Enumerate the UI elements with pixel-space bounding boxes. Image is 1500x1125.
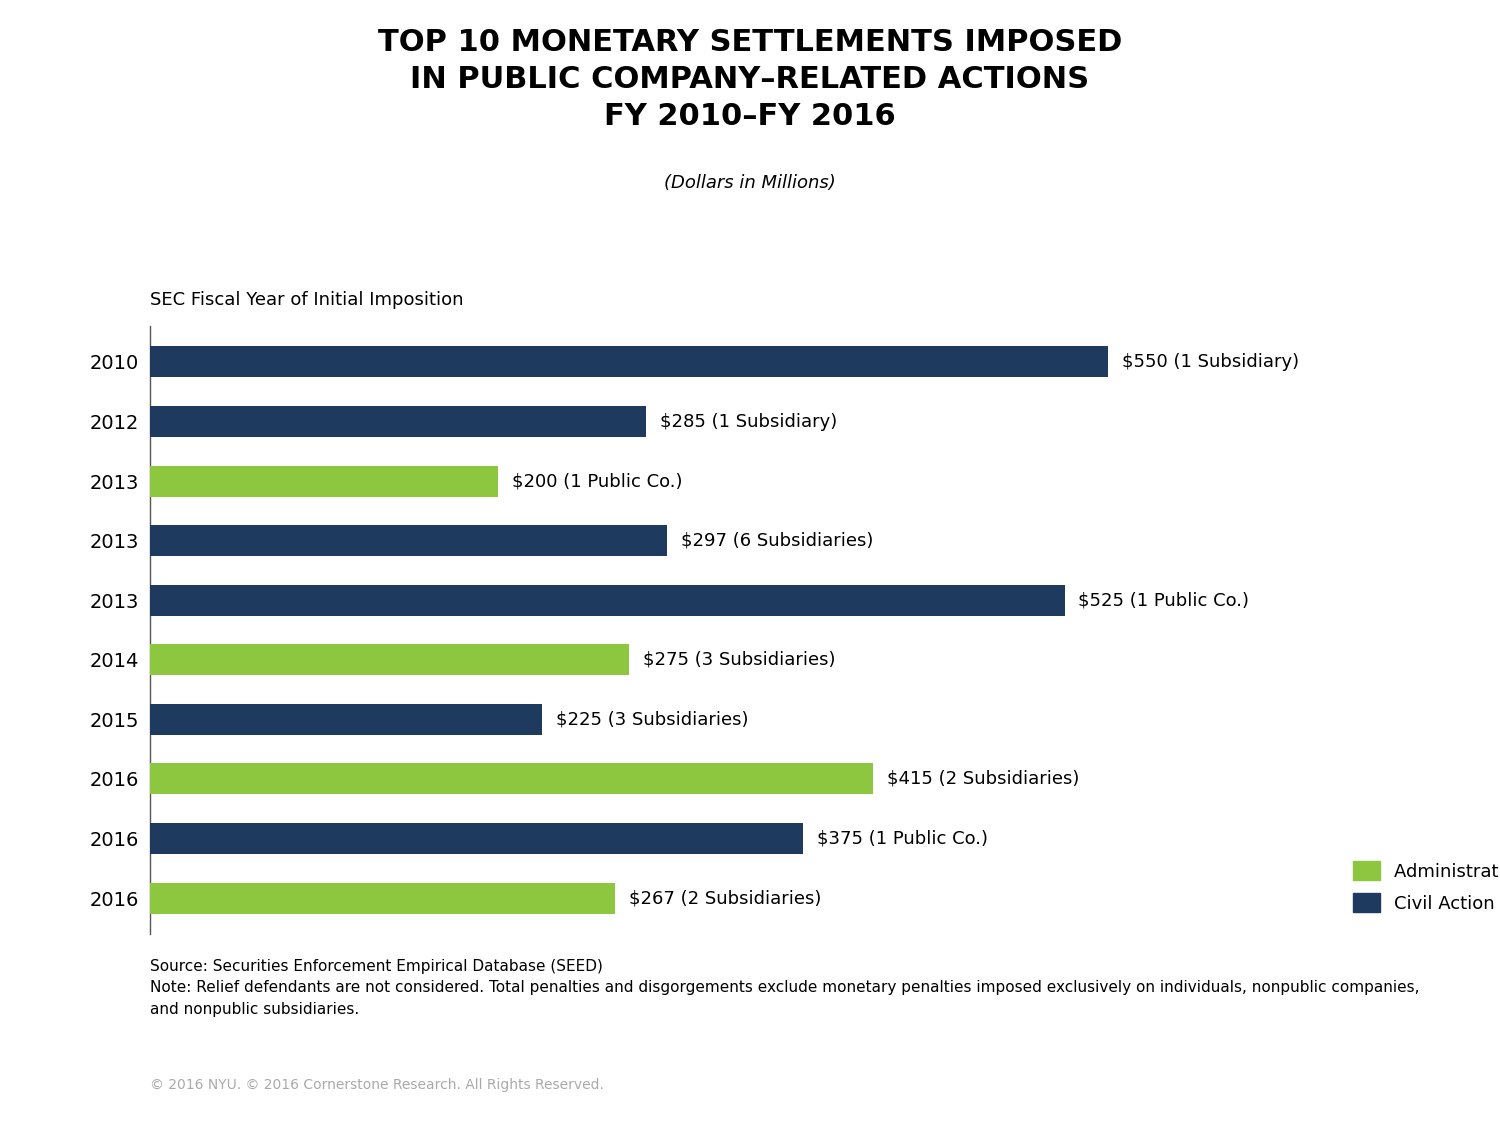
Bar — [150, 406, 646, 436]
Bar — [150, 764, 873, 794]
Text: $267 (2 Subsidiaries): $267 (2 Subsidiaries) — [628, 889, 822, 907]
Text: © 2016 NYU. © 2016 Cornerstone Research. All Rights Reserved.: © 2016 NYU. © 2016 Cornerstone Research.… — [150, 1078, 604, 1091]
Bar — [150, 346, 1108, 378]
Bar — [150, 525, 668, 556]
Bar — [150, 645, 628, 675]
Bar — [150, 585, 1065, 615]
Bar — [150, 882, 615, 914]
Legend: Administrative Proceeding, Civil Action: Administrative Proceeding, Civil Action — [1353, 862, 1500, 912]
Text: (Dollars in Millions): (Dollars in Millions) — [664, 174, 836, 192]
Text: $415 (2 Subsidiaries): $415 (2 Subsidiaries) — [886, 770, 1078, 788]
Bar — [150, 704, 542, 735]
Text: SEC Fiscal Year of Initial Imposition: SEC Fiscal Year of Initial Imposition — [150, 291, 464, 309]
Text: $297 (6 Subsidiaries): $297 (6 Subsidiaries) — [681, 532, 873, 550]
Text: $550 (1 Subsidiary): $550 (1 Subsidiary) — [1122, 353, 1299, 371]
Text: $200 (1 Public Co.): $200 (1 Public Co.) — [513, 472, 682, 490]
Text: TOP 10 MONETARY SETTLEMENTS IMPOSED
IN PUBLIC COMPANY–RELATED ACTIONS
FY 2010–FY: TOP 10 MONETARY SETTLEMENTS IMPOSED IN P… — [378, 28, 1122, 132]
Text: $285 (1 Subsidiary): $285 (1 Subsidiary) — [660, 413, 837, 431]
Text: $225 (3 Subsidiaries): $225 (3 Subsidiaries) — [556, 710, 748, 728]
Bar — [150, 466, 498, 496]
Bar — [150, 824, 803, 854]
Text: $525 (1 Public Co.): $525 (1 Public Co.) — [1078, 592, 1250, 610]
Text: Source: Securities Enforcement Empirical Database (SEED)
Note: Relief defendants: Source: Securities Enforcement Empirical… — [150, 958, 1419, 1017]
Text: $275 (3 Subsidiaries): $275 (3 Subsidiaries) — [644, 650, 836, 668]
Text: $375 (1 Public Co.): $375 (1 Public Co.) — [818, 829, 989, 847]
